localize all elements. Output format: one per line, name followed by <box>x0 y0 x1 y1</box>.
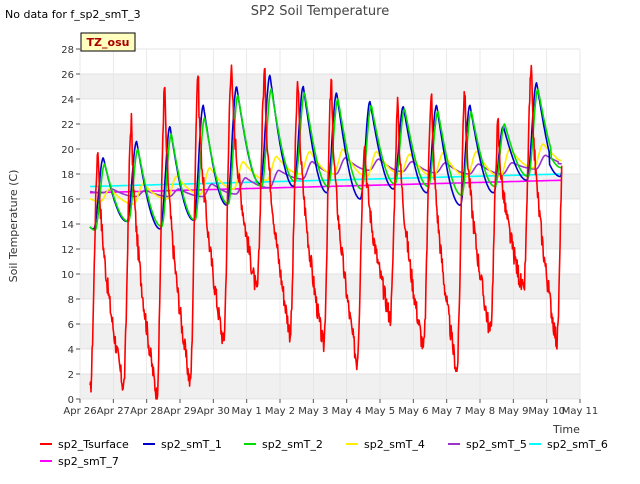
y-tick-label: 14 <box>61 220 74 231</box>
site-badge-label: TZ_osu <box>87 36 130 49</box>
x-tick-label: May 4 <box>332 406 362 417</box>
y-tick-label: 26 <box>61 70 74 81</box>
x-tick-label: May 3 <box>298 406 328 417</box>
x-tick-label: May 10 <box>528 406 565 417</box>
series-line-sp2-Tsurface <box>89 64 563 400</box>
plot-band <box>80 324 580 349</box>
x-axis-label: Time <box>552 423 580 436</box>
legend-label: sp2_smT_2 <box>262 438 323 451</box>
plot-band <box>80 349 580 374</box>
legend-label: sp2_smT_5 <box>466 438 527 451</box>
series-line-sp2-smT-1 <box>89 74 563 230</box>
plot-band <box>80 274 580 299</box>
legend-label: sp2_smT_7 <box>58 455 119 468</box>
series-lines <box>89 64 563 400</box>
y-tick-label: 16 <box>61 195 74 206</box>
y-tick-label: 8 <box>68 295 74 306</box>
x-tick-label: May 8 <box>465 406 495 417</box>
x-tick-label: Apr 26 <box>63 406 96 417</box>
legend-label: sp2_Tsurface <box>58 438 129 451</box>
y-tick-label: 24 <box>61 95 74 106</box>
legend-label: sp2_smT_1 <box>161 438 222 451</box>
x-tick-label: Apr 30 <box>197 406 230 417</box>
x-tick-label: Apr 28 <box>130 406 163 417</box>
y-tick-label: 22 <box>61 120 74 131</box>
y-tick-label: 0 <box>68 395 74 406</box>
y-tick-label: 10 <box>61 270 74 281</box>
x-tick-label: May 7 <box>432 406 462 417</box>
plot-band <box>80 249 580 274</box>
site-badge-box <box>80 32 136 52</box>
series-line-sp2-smT-2 <box>89 88 562 231</box>
x-tick-label: May 9 <box>498 406 528 417</box>
legend-label: sp2_smT_6 <box>547 438 608 451</box>
x-tick-label: May 2 <box>265 406 295 417</box>
x-tick-label: May 1 <box>232 406 262 417</box>
x-tick-label: May 5 <box>365 406 395 417</box>
x-tick-label: Apr 29 <box>163 406 196 417</box>
x-tick-label: May 11 <box>562 406 599 417</box>
legend: sp2_Tsurface sp2_smT_1 sp2_smT_2 sp2_smT_4 s… <box>40 438 608 468</box>
plot-band <box>80 299 580 324</box>
site-badge: TZ_osu <box>80 32 136 52</box>
x-axis: Apr 26 Apr 27 Apr 28 Apr 29 Apr 30 May 1 May 2… <box>63 399 598 417</box>
y-tick-label: 2 <box>68 370 74 381</box>
x-tick-label: May 6 <box>398 406 428 417</box>
y-tick-label: 20 <box>61 145 74 156</box>
legend-label: sp2_smT_4 <box>364 438 425 451</box>
x-tick-label: Apr 27 <box>97 406 130 417</box>
y-tick-label: 18 <box>61 170 74 181</box>
plot-band <box>80 49 580 74</box>
no-data-note: No data for f_sp2_smT_3 <box>5 8 141 21</box>
y-axis-label: Soil Temperature (C) <box>7 170 20 283</box>
chart-title: SP2 Soil Temperature <box>251 4 389 19</box>
y-tick-label: 4 <box>68 345 74 356</box>
plot-band <box>80 374 580 399</box>
plot-band <box>80 224 580 249</box>
y-tick-label: 12 <box>61 245 74 256</box>
y-tick-label: 6 <box>68 320 74 331</box>
y-tick-label: 28 <box>61 45 74 56</box>
